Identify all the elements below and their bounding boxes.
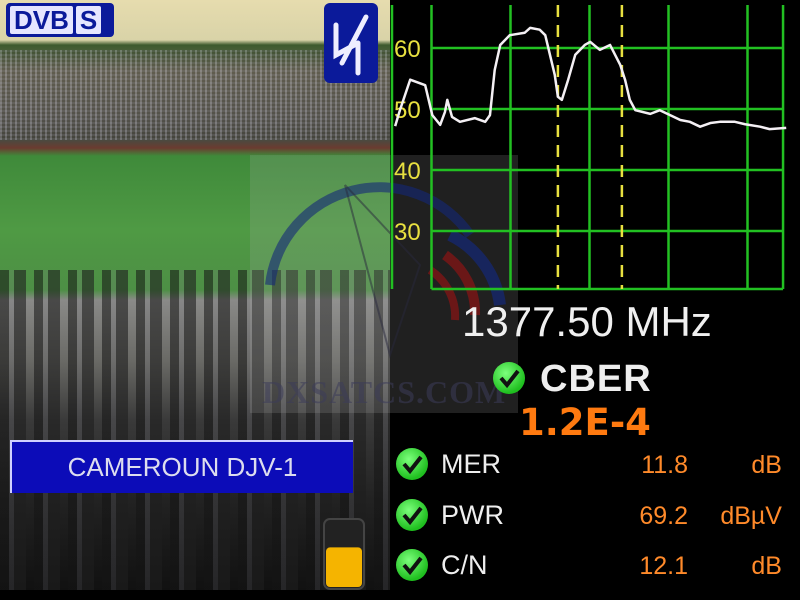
y-tick-label: 40 (394, 158, 421, 185)
battery-fill (326, 547, 362, 587)
frequency-readout: 1377.50 MHz (462, 298, 712, 345)
battery-icon (323, 518, 365, 590)
cn-label: C/N (441, 550, 488, 580)
mer-unit: dB (751, 451, 782, 479)
spectrum-chart: 70 60 50 40 30 (390, 0, 787, 291)
dvb-s-logo: DVB S (6, 3, 114, 37)
y-tick-label: 30 (394, 219, 421, 246)
mer-check-icon (396, 448, 428, 480)
spectrum-trace (393, 26, 787, 131)
cn-unit: dB (751, 552, 782, 580)
video-preview: DVB S CAMEROUN DJV-1 (0, 0, 390, 590)
logo-s: S (75, 6, 102, 34)
y-tick-label: 70 (394, 0, 421, 2)
mer-label: MER (441, 449, 501, 479)
brand-logo-icon (324, 3, 378, 83)
cber-check-icon (493, 362, 525, 394)
pwr-check-icon (396, 499, 428, 531)
cber-value: 1.2E-4 (519, 401, 651, 444)
cn-check-icon (396, 549, 428, 581)
mer-value: 11.8 (641, 451, 688, 479)
pwr-label: PWR (441, 500, 504, 530)
channel-name-banner: CAMEROUN DJV-1 (10, 440, 353, 493)
watermark-text: DXSATCS.COM (262, 374, 507, 410)
cn-value: 12.1 (639, 552, 688, 580)
y-tick-label: 50 (394, 97, 421, 124)
y-tick-label: 60 (394, 36, 421, 63)
pwr-unit: dBµV (720, 502, 782, 530)
pwr-value: 69.2 (639, 502, 688, 530)
cber-label: CBER (540, 358, 652, 400)
logo-dvb: DVB (10, 6, 73, 34)
channel-name: CAMEROUN DJV-1 (67, 452, 298, 482)
watermark (250, 155, 518, 413)
